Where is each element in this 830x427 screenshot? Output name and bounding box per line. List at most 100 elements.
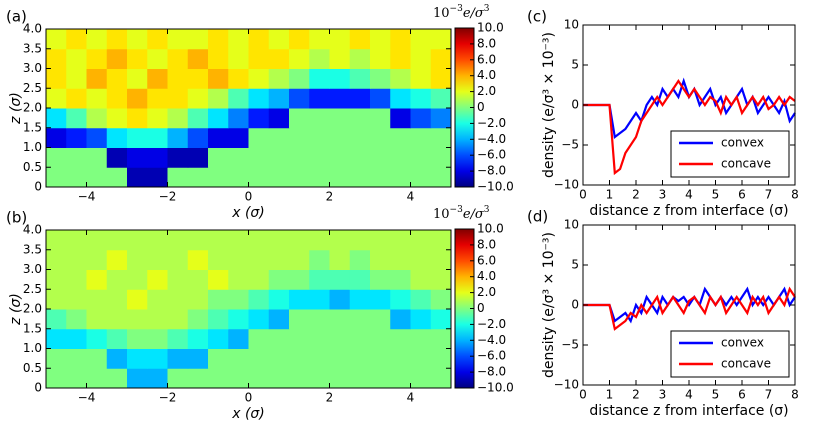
heat-cell xyxy=(106,29,128,50)
x-tick-label: −4 xyxy=(78,391,96,405)
colorbar-tick-label: 6.0 xyxy=(477,52,496,66)
heat-cell xyxy=(430,348,452,369)
heat-cell xyxy=(248,348,270,369)
x-axis-label: x (σ) xyxy=(231,205,265,221)
y-tick-label: 4.0 xyxy=(23,223,42,237)
y-tick-label: 1.0 xyxy=(23,341,42,355)
x-tick-label: 3 xyxy=(659,188,667,202)
heat-cell xyxy=(268,127,290,148)
heat-cell xyxy=(349,167,371,188)
heat-cell xyxy=(370,127,391,148)
colorbar-tick-label: 4.0 xyxy=(477,269,496,283)
heat-cell xyxy=(127,167,148,188)
x-tick-label: 4 xyxy=(685,388,693,402)
heat-cell xyxy=(228,269,249,290)
heat-cell xyxy=(390,48,411,69)
heat-cell xyxy=(208,348,229,369)
heat-cell xyxy=(268,88,290,109)
heat-cell xyxy=(370,328,391,349)
heat-cell xyxy=(167,68,189,89)
colorbar-tick-label: 8.0 xyxy=(477,36,496,50)
heat-cell xyxy=(390,249,411,270)
heat-cell xyxy=(66,88,87,109)
heat-cell xyxy=(66,289,87,310)
x-tick-label: 6 xyxy=(738,388,746,402)
colorbar-label-part: 3 xyxy=(484,205,490,215)
heat-cell xyxy=(390,68,411,89)
heat-cell xyxy=(248,328,270,349)
heat-cell xyxy=(127,88,148,109)
heat-cell xyxy=(228,48,249,69)
heat-cell xyxy=(127,68,148,89)
heat-cell xyxy=(208,230,229,251)
y-tick-label: 0 xyxy=(571,98,579,112)
panel: 10.08.0 6.0 4.0 2.0 0 −2.0 −4.0 −6.0 −8.0 −10.0 10… xyxy=(6,4,514,222)
panel: convex concave 0 1 2 3 4 5 6 7 8 −10 −5 0 5 10 distance … xyxy=(527,208,799,420)
y-axis-label: density (e/σ³ × 10⁻³) xyxy=(541,32,557,178)
heat-cell xyxy=(390,127,411,148)
heat-cell xyxy=(309,108,330,129)
heat-cell xyxy=(430,127,452,148)
heat-cell xyxy=(187,348,209,369)
heat-cell xyxy=(228,68,249,89)
heat-cell xyxy=(167,269,189,290)
heat-cell xyxy=(66,29,87,50)
y-tick-label: 1.0 xyxy=(23,140,42,154)
heat-cell xyxy=(167,127,189,148)
x-tick-label: 0 xyxy=(245,190,253,204)
heat-cell xyxy=(66,48,87,69)
heat-cell xyxy=(349,68,371,89)
heat-cell xyxy=(187,309,209,330)
heat-cell xyxy=(228,147,249,168)
x-tick-label: −4 xyxy=(78,190,96,204)
heat-cell xyxy=(349,147,371,168)
panel-label: (c) xyxy=(527,8,547,26)
heat-cell xyxy=(390,167,411,188)
heat-cell xyxy=(147,309,168,330)
x-tick-label: 5 xyxy=(712,188,720,202)
heat-cell xyxy=(289,368,310,389)
heat-cell xyxy=(167,309,189,330)
y-tick-label: −10 xyxy=(554,178,579,192)
heat-cell xyxy=(127,108,148,129)
heat-cell xyxy=(228,127,249,148)
colorbar-tick-label: −10.0 xyxy=(477,180,514,194)
heat-cell xyxy=(187,127,209,148)
heat-cell xyxy=(410,269,432,290)
panel-label: (b) xyxy=(6,209,27,227)
heat-cell xyxy=(329,348,351,369)
data-line xyxy=(583,286,796,324)
heat-cell xyxy=(228,230,249,251)
heat-cell xyxy=(167,368,189,389)
heat-cell xyxy=(127,147,148,168)
x-tick-label: −2 xyxy=(159,391,177,405)
heat-cell xyxy=(309,230,330,251)
heat-cell xyxy=(187,108,209,129)
colorbar-tick-label: −8.0 xyxy=(477,365,506,379)
heat-cell xyxy=(390,147,411,168)
heat-cell xyxy=(370,249,391,270)
heat-cell xyxy=(208,167,229,188)
colorbar-tick-label: 4.0 xyxy=(477,68,496,82)
heat-cell xyxy=(127,29,148,50)
heat-cell xyxy=(349,289,371,310)
heat-cell xyxy=(147,29,168,50)
heat-cell xyxy=(268,328,290,349)
heat-cell xyxy=(248,309,270,330)
panel-label: (a) xyxy=(6,8,27,26)
heat-cell xyxy=(167,348,189,369)
heat-cell xyxy=(248,249,270,270)
heat-cell xyxy=(86,29,108,50)
heat-cell xyxy=(147,127,168,148)
heat-cell xyxy=(430,68,452,89)
heat-cell xyxy=(289,127,310,148)
heat-cell xyxy=(309,127,330,148)
heat-cell xyxy=(430,368,452,389)
heat-cell xyxy=(208,309,229,330)
colorbar-label: 10−3e/σ3 xyxy=(433,4,490,21)
heat-cell xyxy=(289,348,310,369)
heat-cell xyxy=(248,68,270,89)
heat-cell xyxy=(289,328,310,349)
heat-cell xyxy=(127,249,148,270)
